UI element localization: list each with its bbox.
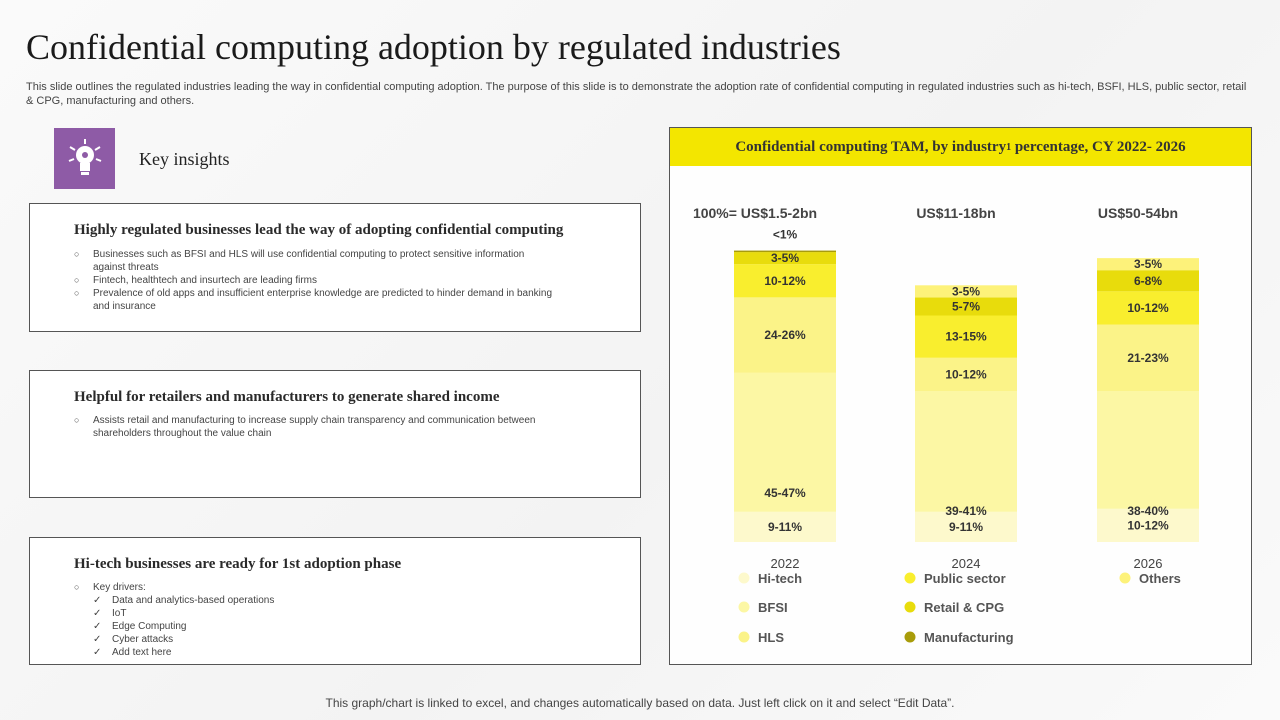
bar-segment-hls — [734, 297, 836, 373]
legend-label: Hi-tech — [758, 571, 802, 586]
bar-segment-others — [1097, 258, 1199, 271]
bullet-list: Businesses such as BFSI and HLS will use… — [74, 248, 554, 313]
card-title: Hi-tech businesses are ready for 1st ado… — [74, 556, 402, 572]
chart-title-sup: 1 — [1006, 141, 1012, 153]
bar-segment-retail-cpg — [1097, 270, 1199, 292]
legend-swatch — [904, 631, 916, 643]
bar-segment-bfsi — [1097, 391, 1199, 509]
bar-segment-manufacturing — [734, 250, 836, 253]
bar-segment-hi-tech — [734, 511, 836, 542]
list-item: Data and analytics-based operations — [93, 594, 554, 607]
legend-label: Others — [1139, 571, 1181, 586]
drivers-list: Data and analytics-based operations IoT … — [93, 594, 554, 659]
footer-note: This graph/chart is linked to excel, and… — [325, 696, 955, 710]
bar-segment-public-sector — [1097, 291, 1199, 325]
bar-total-label: US$50-54bn — [1098, 205, 1178, 221]
bar-segment-hi-tech — [1097, 508, 1199, 542]
legend-label: BFSI — [758, 600, 788, 615]
data-label: 39-41% — [945, 504, 987, 518]
x-tick-label: 2022 — [771, 556, 800, 571]
data-label: 10-12% — [764, 274, 806, 288]
page-subtitle: This slide outlines the regulated indust… — [26, 81, 1247, 107]
chart-panel: Confidential computing TAM, by industry 1… — [669, 127, 1252, 665]
bar-segment-hi-tech — [915, 511, 1017, 542]
data-label: 6-8% — [1134, 274, 1162, 288]
list-item: IoT — [93, 607, 554, 620]
legend-swatch — [904, 601, 916, 613]
list-item: Fintech, healthtech and insurtech are le… — [74, 274, 554, 287]
chart-title-main: Confidential computing TAM, by industry — [735, 138, 1007, 155]
chart-title-rest: percentage, CY 2022- 2026 — [1011, 138, 1186, 155]
bar-segment-retail-cpg — [915, 297, 1017, 316]
data-label: 45-47% — [764, 486, 806, 500]
data-label: 38-40% — [1127, 504, 1169, 518]
bar-segment-public-sector — [915, 315, 1017, 358]
data-label: 24-26% — [764, 328, 806, 342]
bar-segment-bfsi — [915, 391, 1017, 512]
bar-segment-public-sector — [734, 264, 836, 298]
data-label: 13-15% — [945, 330, 987, 344]
bar-total-label: 100%= US$1.5-2bn — [693, 205, 817, 221]
data-label: 10-12% — [1127, 301, 1169, 315]
page-title: Confidential computing adoption by regul… — [26, 27, 841, 67]
list-item: Businesses such as BFSI and HLS will use… — [74, 248, 554, 274]
list-item: Prevalence of old apps and insufficient … — [74, 287, 554, 313]
bar-segment-hls — [915, 357, 1017, 391]
card-title: Helpful for retailers and manufacturers … — [74, 389, 500, 405]
bar-segment-hls — [1097, 324, 1199, 391]
legend-swatch — [1119, 572, 1131, 584]
bar-segment-bfsi — [734, 372, 836, 512]
legend-swatch — [738, 631, 750, 643]
data-label: 9-11% — [949, 520, 983, 534]
legend-swatch — [738, 601, 750, 613]
list-item: Edge Computing — [93, 620, 554, 633]
list-item: Add text here — [93, 646, 554, 659]
list-item: Assists retail and manufacturing to incr… — [74, 414, 544, 440]
key-drivers-label: Key drivers: — [93, 582, 146, 593]
bar-segment-retail-cpg — [734, 252, 836, 265]
insight-card-regulated: Highly regulated businesses lead the way… — [29, 203, 641, 332]
bullet-list: Key drivers: Data and analytics-based op… — [74, 581, 554, 659]
x-tick-label: 2024 — [952, 556, 981, 571]
data-label: 9-11% — [768, 520, 802, 534]
data-label: 10-12% — [945, 367, 987, 381]
data-label: 3-5% — [1134, 257, 1162, 271]
bar-segment-others — [915, 285, 1017, 298]
data-label: 5-7% — [952, 299, 980, 313]
insight-card-retail: Helpful for retailers and manufacturers … — [29, 370, 641, 498]
list-item: Cyber attacks — [93, 633, 554, 646]
legend-label: Retail & CPG — [924, 600, 1004, 615]
insight-card-hitech: Hi-tech businesses are ready for 1st ado… — [29, 537, 641, 665]
legend-label: HLS — [758, 630, 784, 645]
data-label: 10-12% — [1127, 518, 1169, 532]
legend-label: Manufacturing — [924, 630, 1014, 645]
data-label: 21-23% — [1127, 351, 1169, 365]
chart-title: Confidential computing TAM, by industry 1… — [670, 128, 1251, 166]
bar-total-label: US$11-18bn — [916, 205, 995, 221]
legend-swatch — [738, 572, 750, 584]
key-insights-heading: Key insights — [139, 149, 230, 169]
x-tick-label: 2026 — [1134, 556, 1163, 571]
card-title: Highly regulated businesses lead the way… — [74, 222, 564, 238]
legend-label: Public sector — [924, 571, 1006, 586]
data-label: 3-5% — [952, 284, 980, 298]
data-label: <1% — [773, 228, 798, 242]
data-label: 3-5% — [771, 251, 799, 265]
stacked-bar-chart: 9-11% 45-47% 24-26% 10-12% 3-5% <1% 2022 100%= … — [693, 205, 1199, 645]
lightbulb-gear-icon — [54, 128, 115, 189]
list-item: Key drivers: Data and analytics-based op… — [74, 581, 554, 659]
legend-swatch — [904, 572, 916, 584]
bullet-list: Assists retail and manufacturing to incr… — [74, 414, 544, 440]
